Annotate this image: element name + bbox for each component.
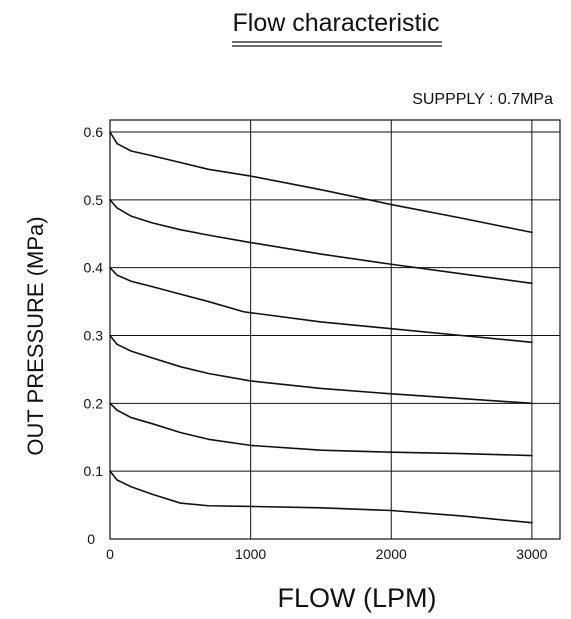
grid-lines <box>110 120 560 539</box>
pressure-curve-6 <box>109 470 533 524</box>
y-tick-label: 0.5 <box>84 192 104 208</box>
pressure-curve-5 <box>109 402 533 457</box>
pressure-curve-3 <box>109 266 533 344</box>
pressure-curve-4 <box>109 334 533 405</box>
x-axis-label: FLOW (LPM) <box>278 583 437 613</box>
y-tick-label: 0.6 <box>84 124 104 140</box>
supply-pressure-annotation: SUPPPLY : 0.7MPa <box>412 91 553 108</box>
plot-border <box>109 119 561 540</box>
y-tick-label: 0.2 <box>84 395 104 411</box>
x-tick-label: 1000 <box>235 546 266 562</box>
y-tick-label: 0.3 <box>84 328 104 344</box>
x-tick-label: 2000 <box>376 546 407 562</box>
x-tick-label: 3000 <box>516 546 547 562</box>
pressure-curve-1 <box>109 131 533 234</box>
chart-title: Flow characteristic <box>233 9 440 37</box>
y-axis-label: OUT PRESSURE (MPa) <box>23 216 48 455</box>
pressure-flow-curves <box>109 131 533 524</box>
tick-labels: 0 1000 2000 3000 0 0.1 0.2 0.3 0.4 0.5 0.6 <box>84 124 548 562</box>
pressure-curve-2 <box>109 199 533 285</box>
y-tick-label: 0.4 <box>84 260 104 276</box>
y-tick-label: 0.1 <box>84 463 104 479</box>
x-tick-label: 0 <box>106 546 114 562</box>
y-tick-label: 0 <box>87 531 95 547</box>
